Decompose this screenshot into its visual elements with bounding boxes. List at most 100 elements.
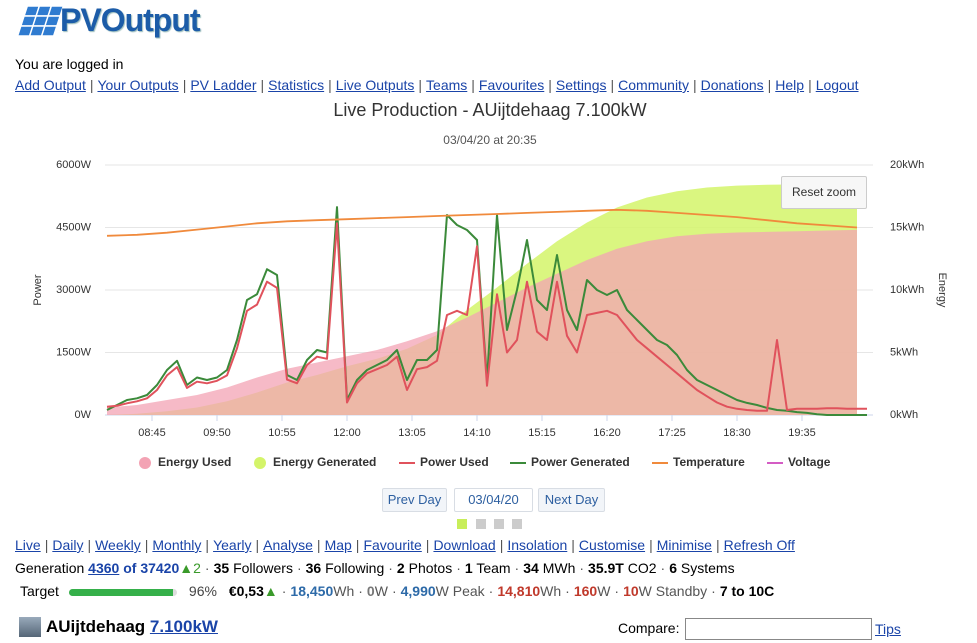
separator: |	[548, 77, 552, 93]
stat-value: 6	[669, 560, 677, 576]
generation-label: Generation	[15, 560, 85, 576]
link[interactable]: Teams	[426, 77, 468, 93]
page-dot[interactable]	[512, 519, 522, 529]
legend-item[interactable]: Energy Used	[139, 455, 231, 469]
system-avatar[interactable]	[19, 617, 41, 637]
link[interactable]: Favourite	[363, 537, 422, 553]
x-tick-label: 13:05	[398, 427, 426, 439]
chart: Live Production - AUijtdehaag 7.100kW 03…	[32, 100, 948, 469]
separator: |	[205, 537, 210, 553]
x-tick-label: 08:45	[138, 427, 166, 439]
page-dot[interactable]	[494, 519, 504, 529]
date-field[interactable]: 03/04/20	[454, 488, 533, 512]
rank-link[interactable]: 4360	[88, 560, 120, 576]
link[interactable]: Live Outputs	[335, 77, 415, 93]
x-tick-label: 17:25	[658, 427, 686, 439]
legend-label: Energy Used	[158, 455, 231, 469]
separator: |	[499, 537, 504, 553]
separator: ·	[358, 583, 363, 599]
compare-input[interactable]	[685, 618, 872, 640]
separator: |	[355, 537, 360, 553]
compare-label: Compare:	[618, 620, 680, 636]
separator: |	[89, 77, 94, 93]
target-line: Target 96% €0,53▲ · 18,450Wh · 0W · 4,990W Peak…	[20, 583, 774, 599]
separator: ·	[614, 583, 620, 599]
separator: |	[260, 77, 265, 93]
link[interactable]: Refresh Off	[723, 537, 795, 553]
x-tick-label: 19:35	[788, 427, 816, 439]
y-axis-title: Power	[32, 274, 44, 306]
stat-label: Systems	[680, 560, 735, 576]
link[interactable]: Yearly	[213, 537, 252, 553]
separator: |	[44, 537, 49, 553]
target-unit: W	[374, 583, 388, 599]
plot-area	[106, 184, 867, 416]
separator: ·	[204, 560, 210, 576]
link[interactable]: Statistics	[268, 77, 325, 93]
prev-day-button[interactable]: Prev Day	[382, 488, 447, 512]
separator: |	[182, 77, 187, 93]
link[interactable]: Logout	[815, 77, 859, 93]
link[interactable]: PV Ladder	[190, 77, 257, 93]
legend-item[interactable]: Power Used	[399, 455, 489, 469]
stat-value: 35.9T	[588, 560, 624, 576]
logo[interactable]: PVOutput	[14, 2, 201, 40]
link[interactable]: Live	[15, 537, 41, 553]
legend-item[interactable]: Temperature	[652, 455, 745, 469]
page-dot[interactable]	[457, 519, 467, 529]
link[interactable]: Map	[324, 537, 352, 553]
reset-zoom-button[interactable]: Reset zoom	[781, 176, 867, 209]
link[interactable]: Add Output	[15, 77, 86, 93]
link[interactable]: Settings	[555, 77, 607, 93]
separator: ·	[296, 560, 302, 576]
y2-tick-label: 0kWh	[890, 409, 918, 421]
separator: ·	[391, 583, 397, 599]
link[interactable]: Monthly	[152, 537, 202, 553]
logo-text: PVOutput	[60, 2, 201, 38]
y-tick-label: 3000W	[56, 284, 91, 296]
system-size-link[interactable]: 7.100kW	[149, 617, 218, 636]
link[interactable]: Download	[433, 537, 496, 553]
link[interactable]: Community	[618, 77, 689, 93]
separator: |	[808, 77, 812, 93]
link[interactable]: Favourites	[478, 77, 545, 93]
nav: Add Output | Your Outputs | PV Ladder | Statis…	[15, 77, 859, 93]
legend-label: Power Used	[420, 455, 489, 469]
next-day-button[interactable]: Next Day	[538, 488, 605, 512]
link[interactable]: Help	[775, 77, 805, 93]
logo-icon	[16, 5, 65, 37]
link[interactable]: Weekly	[95, 537, 141, 553]
y2-tick-label: 15kWh	[890, 221, 924, 233]
link[interactable]: Donations	[700, 77, 764, 93]
stat-label: Photos	[408, 560, 453, 576]
target-unit: W	[597, 583, 611, 599]
target-unit: W Standby	[638, 583, 708, 599]
separator: ·	[281, 583, 287, 599]
separator: |	[144, 537, 149, 553]
y-tick-label: 6000W	[56, 159, 91, 171]
link[interactable]: Analyse	[263, 537, 313, 553]
link[interactable]: Minimise	[656, 537, 712, 553]
legend-item[interactable]: Energy Generated	[254, 455, 376, 469]
y2-tick-label: 20kWh	[890, 159, 924, 171]
link[interactable]: Insolation	[507, 537, 568, 553]
stat-label: Following	[325, 560, 385, 576]
separator: ·	[514, 560, 520, 576]
separator: |	[471, 77, 475, 93]
page-dot[interactable]	[476, 519, 486, 529]
legend-marker	[139, 457, 151, 469]
view-links: Live | Daily | Weekly | Monthly | Yearly | Analyse…	[15, 537, 795, 553]
y2-tick-label: 5kWh	[890, 346, 918, 358]
savings-trend: ▲	[263, 583, 278, 599]
stat-value: 34	[523, 560, 539, 576]
legend-item[interactable]: Power Generated	[510, 455, 630, 469]
stat-label: CO2	[627, 560, 657, 576]
link[interactable]: Customise	[578, 537, 646, 553]
rank-total: of 37420	[123, 560, 180, 576]
legend-item[interactable]: Voltage	[767, 455, 831, 469]
separator: |	[692, 77, 697, 93]
link[interactable]: Daily	[52, 537, 84, 553]
tips-link[interactable]: Tips	[875, 621, 901, 637]
legend-label: Power Generated	[531, 455, 630, 469]
link[interactable]: Your Outputs	[97, 77, 179, 93]
